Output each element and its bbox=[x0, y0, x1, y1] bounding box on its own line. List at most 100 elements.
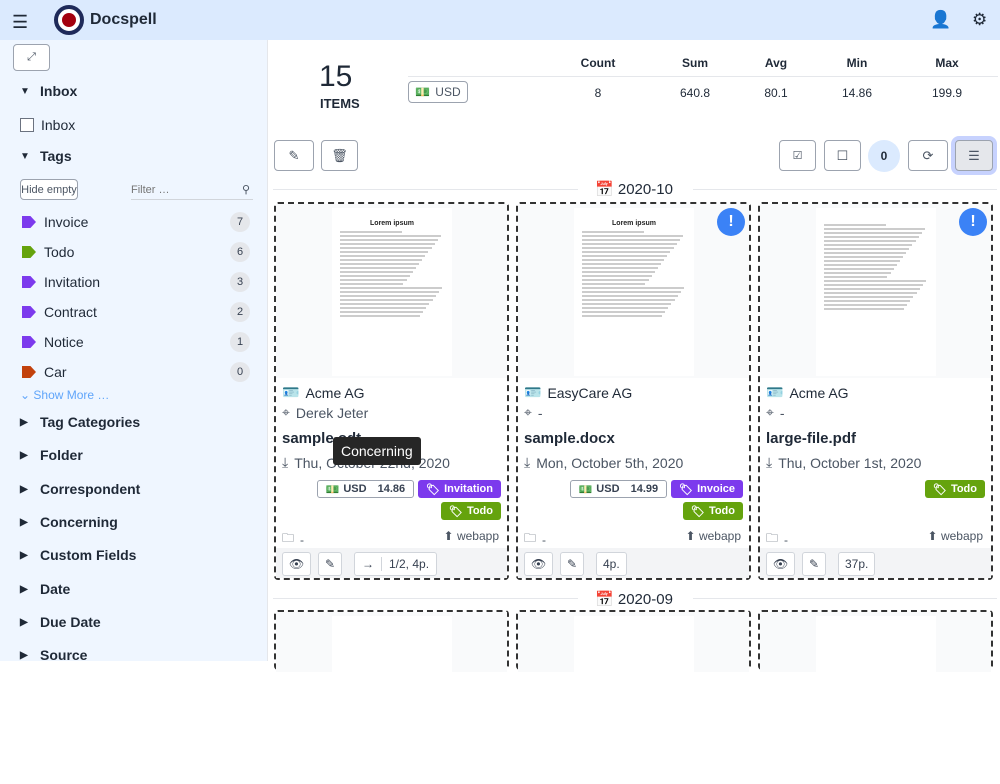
show-more-label: Show More … bbox=[33, 388, 110, 402]
item-card[interactable]: Lorem ipsum 🪪 Acme AG ⌖ Derek Jeter sample… bbox=[274, 202, 509, 580]
folder-icon: 🗀 bbox=[766, 531, 779, 545]
edit-button[interactable]: ✎ bbox=[318, 552, 343, 576]
section-label: Date bbox=[40, 581, 71, 597]
folder-name: - bbox=[784, 532, 789, 547]
folder-name: - bbox=[300, 532, 305, 547]
section-toggle[interactable]: ▶ Correspondent bbox=[20, 481, 141, 497]
item-card[interactable]: Lorem ipsum! 🪪 EasyCare AG ⌖ - sample.docx… bbox=[516, 202, 751, 580]
correspondent: 🪪 Acme AG bbox=[282, 384, 365, 401]
summary-header: Count bbox=[580, 56, 616, 70]
group-label: 2020-09 bbox=[617, 591, 673, 608]
item-date: ⤓ Mon, October 5th, 2020 bbox=[524, 454, 683, 471]
item-preview[interactable]: Lorem ipsum bbox=[276, 204, 507, 378]
tag-count: 3 bbox=[230, 272, 250, 292]
edit-button[interactable]: ✎ bbox=[560, 552, 585, 576]
tag-filter-item[interactable]: Notice 1 bbox=[22, 332, 250, 352]
amount-label: 💵 USD 14.99 bbox=[569, 480, 668, 498]
section-label: Due Date bbox=[40, 614, 101, 630]
date-text: Thu, October 1st, 2020 bbox=[778, 454, 922, 471]
select-none-button[interactable]: ☐ bbox=[824, 140, 861, 171]
group-header: 📅 2020-09 bbox=[595, 591, 673, 608]
section-toggle[interactable]: ▶ Tag Categories bbox=[20, 414, 141, 430]
select-mode-button[interactable]: ☰ bbox=[955, 140, 993, 171]
attachments-button[interactable]: → 1/2, 4p. bbox=[354, 552, 438, 576]
tag-text: Invoice bbox=[697, 483, 735, 495]
tag-filter-item[interactable]: Invitation 3 bbox=[22, 272, 250, 292]
item-card[interactable] bbox=[758, 610, 993, 784]
tag-icon bbox=[22, 336, 36, 348]
crosshair-icon: ⌖ bbox=[524, 404, 532, 420]
tag-label[interactable]: 🏷 Todo bbox=[440, 502, 501, 520]
item-card[interactable] bbox=[516, 610, 751, 784]
source: ⬆ webapp bbox=[686, 529, 741, 543]
section-toggle[interactable]: ▶ Due Date bbox=[20, 614, 101, 630]
upload-icon: ⬆ bbox=[443, 529, 454, 543]
summary-value: 14.86 bbox=[841, 86, 873, 100]
item-preview[interactable]: Lorem ipsum! bbox=[518, 204, 749, 378]
tag-filter-item[interactable]: Invoice 7 bbox=[22, 212, 250, 232]
preview-button[interactable]: 👁 bbox=[524, 552, 554, 576]
item-name[interactable]: large-file.pdf bbox=[766, 430, 857, 447]
correspondent-name: EasyCare AG bbox=[547, 384, 633, 401]
item-name[interactable]: sample.docx bbox=[524, 430, 615, 447]
cogs-icon[interactable]: ⚙ bbox=[972, 10, 988, 29]
delete-button[interactable]: 🗑 bbox=[321, 140, 358, 171]
section-toggle[interactable]: ▶ Source bbox=[20, 647, 88, 663]
checkbox-icon[interactable] bbox=[20, 118, 34, 132]
tag-label[interactable]: 🏷 Todo bbox=[924, 480, 985, 498]
tag-filter-item[interactable]: Contract 2 bbox=[22, 302, 250, 322]
hamburger-icon[interactable]: ☰ bbox=[12, 12, 29, 32]
section-label: Inbox bbox=[40, 83, 78, 99]
section-label: Correspondent bbox=[40, 481, 141, 497]
docspell-logo[interactable] bbox=[54, 5, 84, 35]
tag-label[interactable]: 🏷 Invitation bbox=[418, 480, 501, 498]
summary-header: Sum bbox=[681, 56, 708, 70]
tag-filter-item[interactable]: Car 0 bbox=[22, 362, 250, 382]
group-header: 📅 2020-10 bbox=[595, 181, 673, 198]
tag-icon: 🏷 bbox=[690, 505, 705, 518]
concerning: ⌖ - bbox=[524, 404, 543, 421]
source-name: webapp bbox=[940, 529, 983, 543]
item-card[interactable]: ! 🪪 Acme AG ⌖ - large-file.pdf ⤓ Thu, Octob… bbox=[758, 202, 993, 580]
inbox-checkbox[interactable]: Inbox bbox=[20, 117, 75, 133]
crosshair-icon: ⌖ bbox=[282, 404, 290, 420]
edit-button[interactable]: ✎ bbox=[802, 552, 827, 576]
item-card[interactable] bbox=[274, 610, 509, 784]
folder: 🗀 - bbox=[524, 529, 546, 550]
select-all-button[interactable]: ☑ bbox=[779, 140, 816, 171]
tags-section-toggle[interactable]: ▼ Tags bbox=[20, 148, 72, 164]
card-footer: 👁 ✎ → 1/2, 4p. bbox=[276, 548, 507, 578]
tag-count: 1 bbox=[230, 332, 250, 352]
preview-button[interactable]: 👁 bbox=[766, 552, 796, 576]
tag-icon: 🏷 bbox=[932, 483, 947, 496]
section-label: Tags bbox=[40, 148, 72, 164]
section-toggle[interactable]: ▶ Concerning bbox=[20, 514, 118, 530]
preview-button[interactable]: 👁 bbox=[282, 552, 312, 576]
tag-label[interactable]: 🏷 Invoice bbox=[671, 480, 743, 498]
tag-filter-item[interactable]: Todo 6 bbox=[22, 242, 250, 262]
edit-selected-button[interactable]: ✎ bbox=[274, 140, 314, 171]
user-icon[interactable]: 👤 bbox=[930, 10, 952, 29]
concerning-name: - bbox=[537, 404, 543, 421]
section-toggle[interactable]: ▶ Folder bbox=[20, 447, 83, 463]
section-toggle[interactable]: ▶ Custom Fields bbox=[20, 547, 137, 563]
inbox-section-toggle[interactable]: ▼ Inbox bbox=[20, 83, 78, 99]
expand-button[interactable]: ⤢ bbox=[13, 44, 50, 71]
tag-filter-input[interactable] bbox=[131, 180, 253, 200]
tag-label: Notice bbox=[44, 334, 84, 350]
tag-label[interactable]: 🏷 Todo bbox=[682, 502, 743, 520]
money-icon: 💵 bbox=[415, 85, 431, 99]
tag-label: Car bbox=[44, 364, 67, 380]
arrow-right-icon: → bbox=[355, 557, 382, 571]
show-more-link[interactable]: ⌄ Show More … bbox=[20, 388, 110, 402]
preview-title: Lorem ipsum bbox=[612, 220, 656, 227]
page-count: 1/2, 4p. bbox=[389, 557, 430, 571]
reload-button[interactable]: ⟳ bbox=[908, 140, 948, 171]
hide-empty-button[interactable]: Hide empty bbox=[20, 179, 78, 200]
item-preview[interactable]: ! bbox=[760, 204, 991, 378]
section-toggle[interactable]: ▶ Date bbox=[20, 581, 71, 597]
top-bar: ☰ Docspell 👤 ⚙ bbox=[0, 0, 1000, 40]
items-label: ITEMS bbox=[320, 96, 360, 111]
new-item-icon: ! bbox=[717, 208, 745, 236]
tag-icon: 🏷 bbox=[448, 505, 463, 518]
